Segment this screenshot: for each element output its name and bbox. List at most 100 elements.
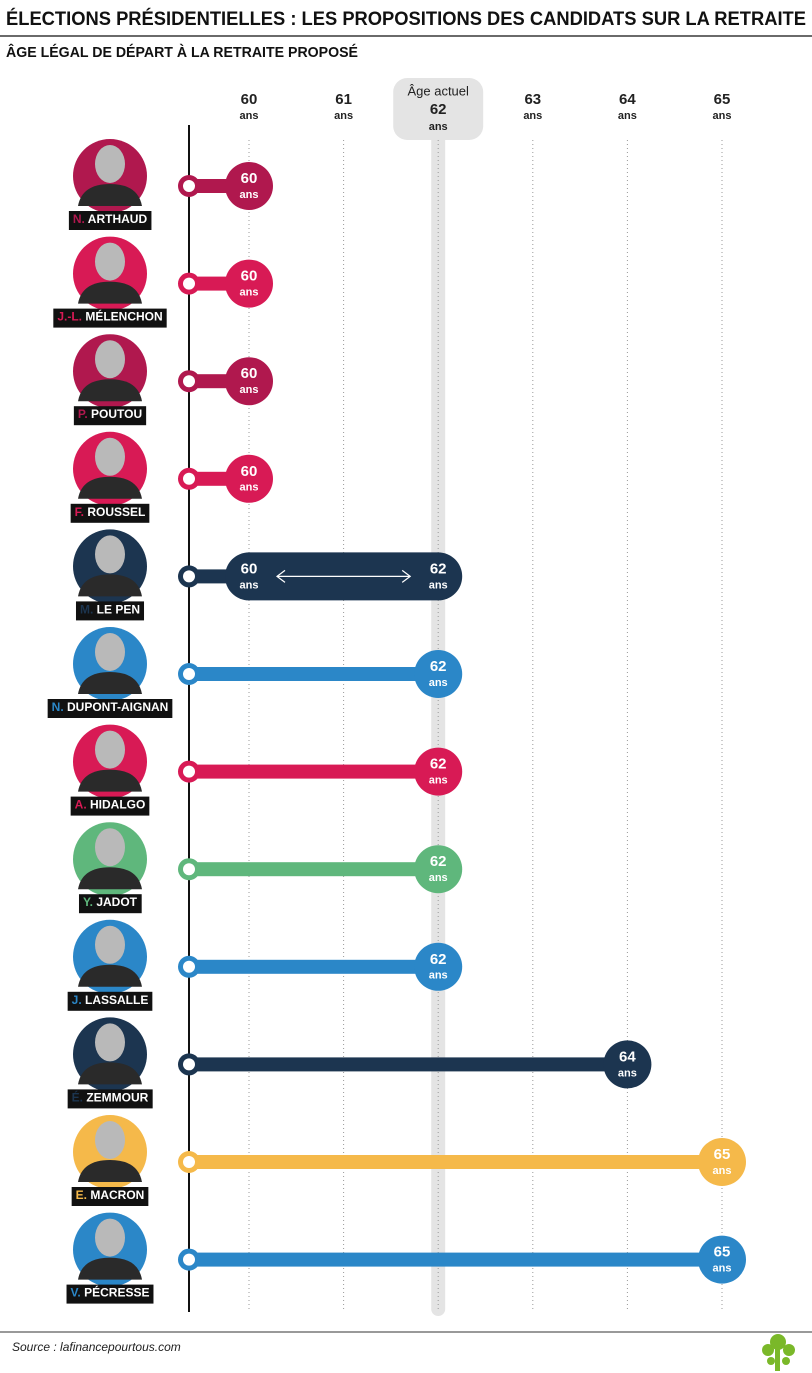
name-initial: Y. bbox=[83, 895, 93, 909]
x-tick-unit: ans bbox=[618, 110, 637, 122]
bar-end bbox=[225, 454, 273, 503]
bar bbox=[189, 667, 439, 681]
photo-head bbox=[95, 1121, 125, 1159]
photo-head bbox=[95, 242, 125, 281]
name-bg bbox=[68, 211, 152, 230]
data-label: 62 bbox=[430, 951, 447, 968]
name-text: E. MACRON bbox=[76, 1188, 145, 1202]
candidate-photo bbox=[73, 236, 147, 311]
x-tick-label: 63 bbox=[524, 91, 541, 108]
name-surname: ZEMMOUR bbox=[86, 1091, 148, 1105]
name-initial: N. bbox=[73, 212, 85, 226]
bar-end bbox=[603, 1040, 652, 1089]
x-tick-unit: ans bbox=[240, 110, 259, 122]
name-text: Y. JADOT bbox=[83, 895, 138, 909]
bar bbox=[189, 862, 439, 877]
name-bg bbox=[75, 601, 145, 621]
photo-head bbox=[95, 1023, 125, 1062]
data-label: 65 bbox=[714, 1146, 731, 1163]
data-label: 60 bbox=[241, 170, 258, 187]
photo-body bbox=[78, 574, 142, 597]
bar-start-hole bbox=[183, 765, 195, 778]
x-tick-label: 64 bbox=[619, 91, 636, 108]
candidate-photo bbox=[73, 724, 147, 799]
data-label-unit: ans bbox=[429, 677, 448, 689]
bar-start-hole bbox=[183, 472, 195, 485]
candidate-photo bbox=[73, 822, 147, 897]
bar-end bbox=[698, 1138, 746, 1186]
candidate-name: A. HIDALGO bbox=[70, 796, 150, 816]
x-tick-unit: ans bbox=[334, 110, 353, 122]
name-text: N. DUPONT-AIGNAN bbox=[52, 700, 169, 714]
bar-end bbox=[225, 259, 273, 308]
candidate-name: M. LE PEN bbox=[75, 601, 145, 621]
bar-start-hole bbox=[183, 668, 195, 680]
logo bbox=[762, 1334, 795, 1371]
name-surname: POUTOU bbox=[91, 407, 142, 421]
photo-head bbox=[95, 437, 125, 476]
current-age-label: Âge actuel bbox=[407, 83, 469, 98]
candidate-photo bbox=[73, 334, 147, 409]
photo-head bbox=[95, 730, 125, 769]
name-initial: F. bbox=[75, 505, 84, 519]
x-tick-label: 62 bbox=[430, 101, 447, 118]
data-label: 62 bbox=[430, 853, 447, 870]
data-label: 65 bbox=[714, 1244, 731, 1261]
data-label-unit: ans bbox=[240, 189, 259, 201]
candidate-name: P. POUTOU bbox=[73, 406, 147, 426]
x-tick-unit: ans bbox=[523, 110, 542, 122]
candidate-photo bbox=[73, 1017, 147, 1092]
candidate-name: É. ZEMMOUR bbox=[67, 1089, 153, 1109]
photo-head bbox=[95, 828, 125, 867]
bar bbox=[189, 1057, 628, 1072]
photo-body bbox=[78, 1257, 142, 1280]
name-text: V. PÉCRESSE bbox=[71, 1285, 150, 1300]
arrow-head bbox=[276, 569, 286, 583]
name-initial: J. bbox=[72, 993, 82, 1007]
x-tick-label: 65 bbox=[714, 91, 731, 108]
name-text: N. ARTHAUD bbox=[73, 212, 148, 226]
x-tick-unit: ans bbox=[429, 121, 448, 133]
candidate-photo bbox=[73, 1212, 147, 1287]
name-text: P. POUTOU bbox=[78, 407, 142, 421]
arrow-head bbox=[401, 569, 412, 583]
bar-start-hole bbox=[183, 180, 195, 192]
photo-head bbox=[95, 535, 125, 574]
name-surname: JADOT bbox=[96, 895, 137, 909]
data-label-unit: ans bbox=[429, 775, 448, 787]
name-initial: A. bbox=[75, 798, 87, 812]
candidate-name: Y. JADOT bbox=[78, 894, 142, 914]
candidate-photo bbox=[73, 139, 147, 213]
name-text: A. HIDALGO bbox=[75, 798, 146, 812]
x-tick-label: 60 bbox=[241, 91, 258, 108]
candidate-name: E. MACRON bbox=[71, 1187, 149, 1206]
bar-start-hole bbox=[183, 863, 195, 876]
bar bbox=[189, 959, 439, 974]
name-initial: J.-L. bbox=[57, 310, 82, 324]
name-surname: ROUSSEL bbox=[87, 505, 145, 519]
chart-subtitle: ÂGE LÉGAL DE DÉPART À LA RETRAITE PROPOS… bbox=[6, 43, 358, 61]
bar-end bbox=[414, 650, 463, 698]
name-surname: LASSALLE bbox=[85, 993, 148, 1007]
photo-head bbox=[95, 633, 125, 671]
photo-head bbox=[95, 340, 125, 379]
candidate-photo bbox=[73, 1115, 147, 1189]
bar-start-hole bbox=[183, 570, 195, 583]
bar-start-hole bbox=[183, 1156, 195, 1168]
name-bg bbox=[53, 308, 167, 328]
bar-start-hole bbox=[183, 375, 195, 388]
data-label-unit: ans bbox=[429, 579, 448, 591]
bar-end bbox=[414, 747, 463, 796]
data-label: 60 bbox=[241, 463, 258, 480]
name-surname: MACRON bbox=[90, 1188, 144, 1202]
name-bg bbox=[47, 699, 173, 718]
name-bg bbox=[70, 503, 150, 523]
photo-body bbox=[78, 184, 142, 206]
name-text: J. LASSALLE bbox=[72, 993, 149, 1007]
source: Source : lafinancepourtous.com bbox=[12, 1340, 181, 1354]
bar-start-hole bbox=[183, 1058, 195, 1071]
data-label: 62 bbox=[430, 560, 447, 577]
photo-body bbox=[78, 964, 142, 987]
photo-body bbox=[78, 379, 142, 402]
